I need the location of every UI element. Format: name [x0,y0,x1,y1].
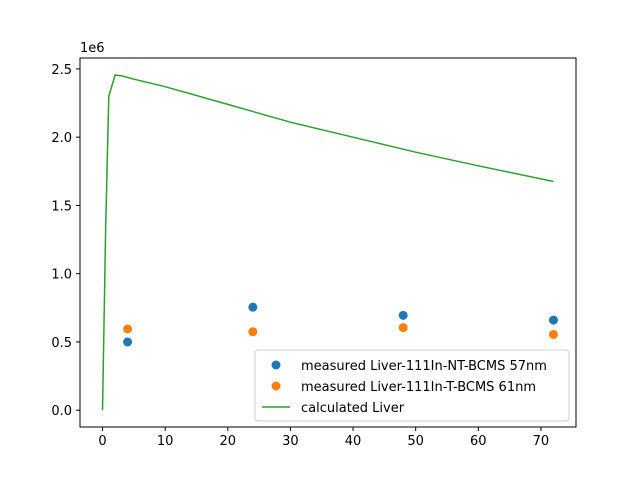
legend-label: calculated Liver [301,401,405,416]
data-point-series-1 [398,310,408,320]
x-tick-label: 10 [157,434,174,449]
x-axis: 0 10 20 30 40 50 60 70 [98,427,549,449]
data-point-series-1 [548,315,558,325]
data-point-series-2 [123,324,133,334]
data-point-series-2 [548,329,558,339]
x-tick-label: 40 [345,434,362,449]
x-tick-label: 0 [98,434,106,449]
x-tick-label: 50 [407,434,424,449]
x-tick-label: 70 [533,434,550,449]
y-tick-label: 2.5 [51,63,72,78]
data-point-series-2 [398,323,408,333]
legend-box [254,349,570,422]
legend: measured Liver-111In-NT-BCMS 57nm measure… [254,349,570,422]
legend-marker-swatch [271,381,281,391]
y-axis: 0.0 0.5 1.0 1.5 2.0 2.5 [51,63,80,419]
y-tick-label: 1.5 [51,199,72,214]
x-tick-label: 30 [282,434,299,449]
plot-marks [101,74,558,411]
y-offset-label: 1e6 [80,41,105,56]
y-tick-label: 0.0 [51,404,72,419]
legend-label: measured Liver-111In-NT-BCMS 57nm [301,359,547,374]
y-tick-label: 2.0 [51,131,72,146]
axes-frame [79,57,577,428]
y-tick-label: 0.5 [51,336,72,351]
legend-marker-swatch [271,360,281,370]
x-tick-label: 60 [470,434,487,449]
x-tick-label: 20 [220,434,237,449]
data-point-series-1 [248,302,258,312]
data-point-series-2 [248,327,258,337]
data-point-series-1 [123,337,133,347]
y-tick-label: 1.0 [51,268,72,283]
series-line-calculated-liver [101,74,554,411]
legend-label: measured Liver-111In-T-BCMS 61nm [301,380,536,395]
